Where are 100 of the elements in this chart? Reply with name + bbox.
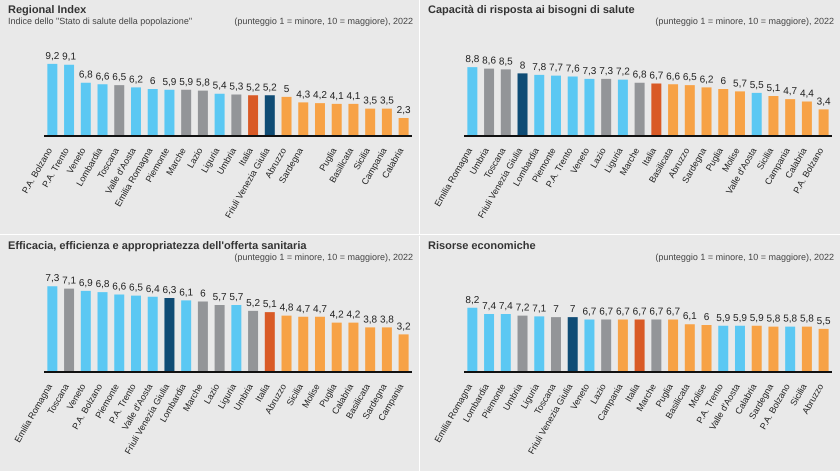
data-label: 4,8 [280, 302, 294, 314]
data-label: 6,7 [632, 306, 648, 318]
data-label: 7 [553, 304, 560, 315]
data-label: 5,5 [750, 80, 764, 91]
data-label: 4,2 [313, 90, 328, 102]
data-label: 6,3 [162, 284, 177, 296]
bar [181, 90, 192, 136]
data-label: 6,4 [146, 283, 160, 294]
data-label: 6,1 [179, 286, 194, 298]
data-label: 5,8 [766, 313, 781, 324]
data-label: 4,2 [330, 309, 344, 320]
data-label: 6 [200, 288, 206, 299]
data-label: 8,5 [498, 56, 514, 68]
data-label: 5,2 [246, 82, 260, 94]
data-label: 7,2 [616, 66, 630, 78]
data-label: 6,9 [78, 277, 94, 288]
bar [64, 64, 74, 136]
bar [484, 68, 494, 136]
bar [348, 322, 358, 372]
bar [634, 319, 645, 372]
bar [198, 301, 208, 372]
data-label: 5,8 [196, 78, 210, 89]
data-label: 5,7 [733, 78, 748, 90]
bar [668, 84, 678, 136]
bar [684, 85, 695, 136]
bar [148, 89, 158, 136]
bar [768, 326, 778, 372]
data-label: 6,7 [649, 70, 664, 82]
bar [398, 334, 409, 372]
data-label: 3,8 [380, 314, 394, 325]
bar [802, 102, 812, 136]
bar [398, 118, 409, 136]
data-label: 4,1 [346, 90, 361, 102]
data-label: 7 [570, 304, 576, 315]
data-label: 6,7 [582, 306, 597, 318]
data-label: 5,8 [783, 313, 798, 324]
bar [314, 103, 325, 136]
bar [282, 315, 292, 372]
bar [584, 78, 594, 136]
bar [651, 84, 662, 136]
data-label: 5,9 [716, 312, 731, 324]
bar [365, 108, 376, 136]
bar [130, 87, 141, 136]
bar [164, 297, 174, 372]
bar [651, 319, 662, 372]
data-label: 3,5 [380, 96, 394, 107]
bar [231, 94, 242, 136]
data-label: 7,3 [599, 66, 614, 77]
data-label: 6,7 [649, 306, 664, 318]
bar [467, 67, 478, 136]
bar [618, 80, 628, 136]
data-label: 7,1 [62, 275, 76, 286]
bar [467, 307, 478, 372]
bar [752, 92, 762, 136]
data-label: 3,4 [816, 96, 832, 108]
bar [718, 89, 728, 136]
bar [365, 326, 376, 372]
bar [500, 69, 511, 136]
text: (punteggio 1 = minore, 10 = maggiore), 2022 [234, 252, 413, 262]
chart-title: Risorse economiche [428, 240, 537, 252]
data-label: 5,9 [162, 76, 177, 88]
bar [618, 319, 628, 372]
chart-subtitle: Indice dello "Stato di salute della popolazione" [8, 16, 192, 28]
bar [818, 109, 829, 136]
bar [550, 76, 561, 136]
data-label: 4,2 [346, 309, 361, 320]
data-label: 5,3 [229, 81, 244, 92]
bar [484, 314, 494, 372]
data-label: 2,3 [396, 104, 412, 116]
data-label: 5,9 [179, 76, 194, 88]
data-label: 8 [520, 60, 526, 72]
bar [518, 315, 528, 372]
bar [164, 90, 174, 136]
bar [601, 78, 612, 136]
data-label: 8,8 [465, 54, 480, 66]
data-label: 6,6 [666, 71, 680, 82]
data-label: 6,1 [682, 310, 698, 322]
bar [98, 84, 108, 136]
bar [702, 87, 712, 136]
data-label: 5,1 [262, 298, 278, 310]
data-label: 4,7 [313, 303, 328, 314]
bar [214, 94, 225, 136]
data-label: 5,1 [766, 83, 781, 94]
data-label: 6,5 [129, 282, 144, 294]
bar [332, 104, 342, 136]
data-label: 6 [720, 76, 726, 87]
data-label: 6 [704, 312, 710, 322]
bar [534, 74, 544, 136]
data-label: 5,9 [750, 312, 764, 324]
bar [314, 316, 325, 372]
data-label: 6,2 [129, 74, 144, 86]
bar [130, 295, 141, 372]
bar [98, 292, 108, 372]
bar [264, 312, 275, 372]
bar [550, 316, 561, 372]
bar [114, 294, 124, 372]
bar [181, 300, 192, 372]
data-label: 6,6 [112, 280, 127, 292]
bar [752, 325, 762, 372]
bar [282, 96, 292, 136]
